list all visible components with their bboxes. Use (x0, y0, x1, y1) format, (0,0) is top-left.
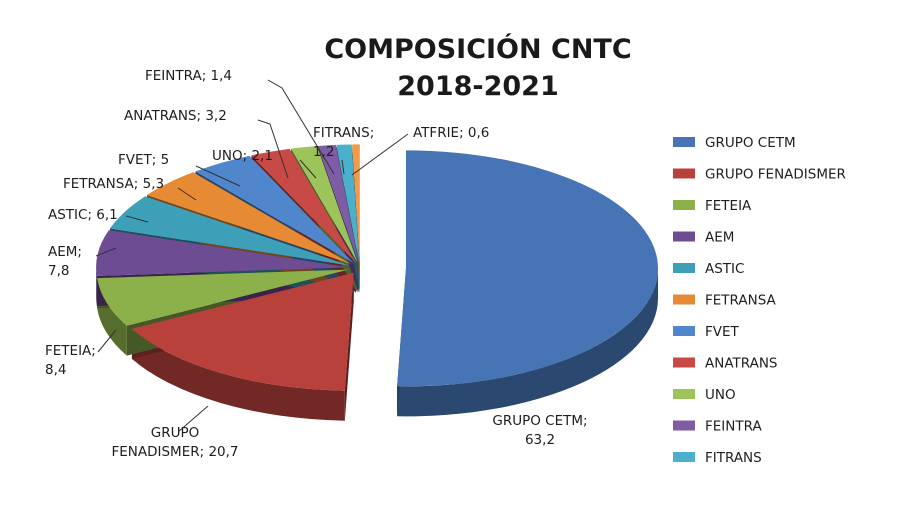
legend-swatch-astic (673, 263, 695, 273)
data-label-grupo-cetm: GRUPO CETM; 63,2 (492, 413, 587, 448)
legend-label-fitrans: FITRANS (705, 450, 762, 466)
pie-slices (96, 144, 658, 421)
legend-swatch-fitrans (673, 452, 695, 462)
legend-label-grupo-cetm: GRUPO CETM (705, 135, 796, 151)
legend-swatch-grupo-fenadismer (673, 168, 695, 179)
data-label-aem: AEM; 7,8 (48, 244, 82, 279)
legend: GRUPO CETM GRUPO FENADISMER FETEIA AEM ASTIC… (673, 135, 846, 466)
slice-fitrans (336, 144, 360, 263)
legend-swatch-feintra (673, 420, 695, 431)
slice-grupo-fenadismer (131, 272, 354, 391)
legend-label-fvet: FVET (705, 324, 740, 340)
slice-feteia (97, 269, 349, 326)
data-label-anatrans: ANATRANS; 3,2 (124, 108, 227, 124)
legend-swatch-uno (673, 389, 695, 399)
leader-line-atfrie (351, 133, 409, 176)
chart-subtitle: 2018-2021 (397, 71, 559, 102)
leader-line-anatrans (257, 119, 289, 179)
slice-grupo-cetm (397, 150, 658, 387)
legend-label-astic: ASTIC (705, 261, 744, 277)
legend-label-feteia: FETEIA (705, 198, 752, 214)
slice-uno (291, 146, 358, 263)
slice-side-aem (96, 267, 97, 306)
slice-side-grupo-fenadismer (131, 328, 345, 421)
leader-line-grupo-fenadismer (177, 405, 209, 433)
legend-swatch-grupo-cetm (673, 137, 695, 147)
data-labels: GRUPO CETM; 63,2 GRUPO FENADISMER; 20,7 FETE… (45, 68, 588, 460)
legend-swatch-fvet (673, 326, 695, 336)
data-label-fetransa: FETRANSA; 5,3 (63, 176, 164, 192)
chart-title: COMPOSICIÓN CNTC (324, 33, 631, 65)
data-label-astic: ASTIC; 6,1 (48, 207, 118, 223)
legend-swatch-aem (673, 231, 695, 242)
legend-label-aem: AEM (705, 230, 734, 246)
legend-swatch-fetransa (673, 294, 695, 305)
legend-label-grupo-fenadismer: GRUPO FENADISMER (705, 167, 846, 183)
data-label-fvet: FVET; 5 (118, 152, 169, 168)
slice-cut-grupo-fenadismer-0 (344, 272, 354, 421)
leader-line-feintra (267, 79, 335, 175)
data-label-grupo-fenadismer: GRUPO FENADISMER; 20,7 (111, 425, 238, 460)
legend-label-fetransa: FETRANSA (705, 293, 777, 309)
slice-feintra (318, 144, 359, 263)
leader-line-fetransa (177, 187, 197, 201)
slice-aem (96, 230, 349, 276)
data-label-fitrans: FITRANS; 1,2 (313, 125, 374, 160)
leader-line-astic (125, 215, 149, 223)
slice-astic (110, 196, 350, 266)
legend-label-anatrans: ANATRANS (705, 356, 778, 372)
legend-swatch-anatrans (673, 357, 695, 368)
slice-anatrans (251, 148, 356, 263)
slice-side-grupo-cetm (397, 268, 658, 417)
slice-fvet (195, 155, 354, 264)
leader-line-uno (299, 159, 317, 179)
leader-line-fitrans (341, 159, 345, 175)
data-label-feintra: FEINTRA; 1,4 (145, 68, 232, 84)
data-label-uno: UNO; 2,1 (212, 148, 273, 164)
leader-line-feteia (97, 329, 117, 353)
leader-line-fvet (195, 165, 241, 187)
data-label-feteia: FETEIA; 8,4 (45, 343, 96, 378)
legend-label-uno: UNO (705, 387, 736, 403)
legend-swatch-feteia (673, 200, 695, 210)
slice-fetransa (147, 172, 352, 265)
legend-label-feintra: FEINTRA (705, 419, 762, 435)
leader-line-aem (95, 247, 117, 257)
data-label-atfrie: ATFRIE; 0,6 (413, 125, 489, 141)
slice-side-feteia (97, 278, 127, 356)
